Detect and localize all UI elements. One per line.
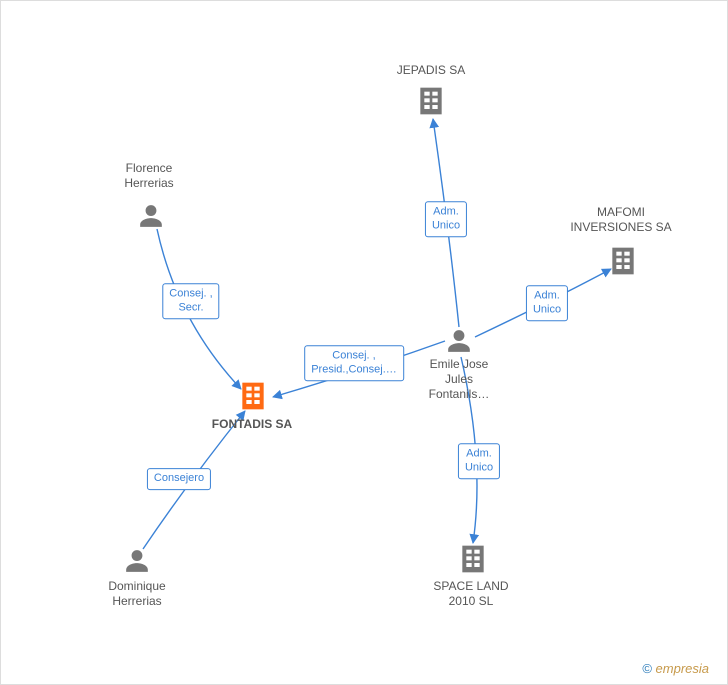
building-icon[interactable] xyxy=(242,383,263,410)
node-label-florence: Florence Herrerias xyxy=(124,161,173,191)
person-icon[interactable] xyxy=(126,550,148,572)
edge-label-e6: Adm. Unico xyxy=(458,443,500,479)
person-icon[interactable] xyxy=(140,205,162,227)
edge-label-e2: Consejero xyxy=(147,468,211,490)
node-label-fontadis: FONTADIS SA xyxy=(212,417,292,432)
node-label-jepadis: JEPADIS SA xyxy=(397,63,465,78)
node-label-spaceland: SPACE LAND 2010 SL xyxy=(433,579,508,609)
diagram-canvas: Florence Herrerias Dominique Herrerias Emi… xyxy=(0,0,728,685)
person-icon[interactable] xyxy=(448,330,470,352)
edge-label-e3: Consej. , Presid.,Consej.… xyxy=(304,345,404,381)
building-icon[interactable] xyxy=(420,88,441,115)
edge-label-e5: Adm. Unico xyxy=(526,285,568,321)
node-label-emile: Emile Jose Jules Fontanils… xyxy=(429,357,490,402)
node-label-mafomi: MAFOMI INVERSIONES SA xyxy=(570,205,671,235)
edge-label-e4: Adm. Unico xyxy=(425,201,467,237)
copyright-symbol: © xyxy=(642,661,652,676)
node-label-dominique: Dominique Herrerias xyxy=(108,579,165,609)
building-icon[interactable] xyxy=(462,546,483,573)
copyright: © empresia xyxy=(642,661,709,676)
edge-label-e1: Consej. , Secr. xyxy=(162,283,219,319)
copyright-brand: empresia xyxy=(656,661,709,676)
building-icon[interactable] xyxy=(612,248,633,275)
